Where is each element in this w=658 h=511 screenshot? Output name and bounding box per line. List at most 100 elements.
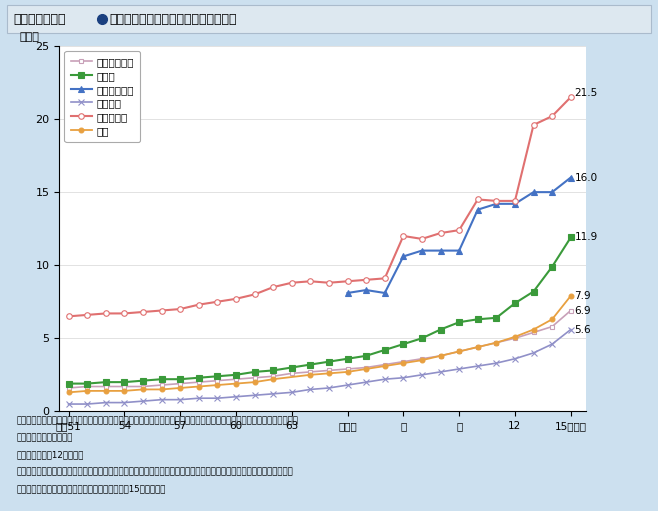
特別区議会 [511,198,519,204]
政令指定都市 [530,189,538,195]
町村議会 [530,350,538,356]
特別区議会 [381,275,389,282]
特別区議会 [213,298,221,305]
政令指定都市 [455,247,463,253]
市議会 [307,361,315,367]
都道府県議会 [195,379,203,385]
町村議会 [83,401,91,407]
政令指定都市 [548,189,556,195]
Line: 合計: 合計 [66,293,573,395]
合計 [381,363,389,369]
Line: 市議会: 市議会 [66,235,574,386]
Text: 北九州市，福岡市，さいたま市（平成15年以降）。: 北九州市，福岡市，さいたま市（平成15年以降）。 [16,484,166,493]
都道府県議会 [64,385,72,391]
市議会 [474,316,482,322]
市議会 [511,300,519,306]
政令指定都市 [343,290,351,296]
市議会 [102,379,110,385]
合計 [307,372,315,378]
Text: 第１－１－６図: 第１－１－６図 [13,13,66,26]
町村議会 [567,327,574,333]
合計 [325,370,333,377]
特別区議会 [64,313,72,319]
町村議会 [474,363,482,369]
町村議会 [195,395,203,401]
市議会 [530,288,538,294]
特別区議会 [307,278,315,284]
合計 [139,386,147,392]
政令指定都市 [418,247,426,253]
市議会 [157,376,165,382]
都道府県議会 [139,383,147,389]
合計 [195,383,203,389]
政令指定都市 [474,206,482,213]
合計 [64,389,72,396]
Text: 16.0: 16.0 [574,173,597,182]
都道府県議会 [269,373,277,379]
合計 [176,385,184,391]
都道府県議会 [288,370,295,377]
合計 [530,327,538,333]
特別区議会 [548,113,556,119]
合計 [83,388,91,394]
町村議会 [213,395,221,401]
市議会 [343,356,351,362]
合計 [399,360,407,366]
Legend: 都道府県議会, 市議会, 政令指定都市, 町村議会, 特別区議会, 合計: 都道府県議会, 市議会, 政令指定都市, 町村議会, 特別区議会, 合計 [64,51,140,142]
都道府県議会 [343,366,351,372]
市議会 [362,353,370,359]
市議会 [399,341,407,347]
特別区議会 [325,280,333,286]
特別区議会 [492,198,500,204]
町村議会 [232,393,240,400]
Line: 政令指定都市: 政令指定都市 [344,174,574,296]
市議会 [213,373,221,379]
町村議会 [343,382,351,388]
合計 [157,386,165,392]
合計 [269,376,277,382]
特別区議会 [437,230,445,236]
町村議会 [418,372,426,378]
市議会 [567,235,574,241]
Text: 11.9: 11.9 [574,233,597,242]
Text: 21.5: 21.5 [574,88,597,99]
特別区議会 [251,291,259,297]
市議会 [437,327,445,333]
Text: （％）: （％） [20,32,39,42]
合計 [343,369,351,375]
特別区議会 [418,236,426,242]
Line: 特別区議会: 特別区議会 [66,95,574,319]
Line: 町村議会: 町村議会 [66,327,574,407]
特別区議会 [399,233,407,239]
特別区議会 [269,284,277,290]
町村議会 [548,341,556,347]
政令指定都市 [362,287,370,293]
合計 [102,388,110,394]
町村議会 [64,401,72,407]
Text: 5.6: 5.6 [574,324,591,335]
市議会 [325,359,333,365]
Text: により作成。: により作成。 [16,433,73,443]
Line: 都道府県議会: 都道府県議会 [66,308,573,390]
合計 [437,353,445,359]
町村議会 [120,400,128,406]
市議会 [139,378,147,384]
都道府県議会 [120,383,128,389]
特別区議会 [474,196,482,202]
特別区議会 [232,296,240,302]
Text: 6.9: 6.9 [574,306,591,315]
町村議会 [269,391,277,397]
都道府県議会 [325,367,333,374]
合計 [232,381,240,387]
政令指定都市 [492,201,500,207]
市議会 [64,381,72,387]
町村議会 [381,376,389,382]
町村議会 [288,389,295,396]
特別区議会 [343,278,351,284]
町村議会 [139,398,147,404]
都道府県議会 [492,340,500,346]
特別区議会 [157,308,165,314]
都道府県議会 [102,383,110,389]
特別区議会 [362,277,370,283]
都道府県議会 [474,344,482,350]
